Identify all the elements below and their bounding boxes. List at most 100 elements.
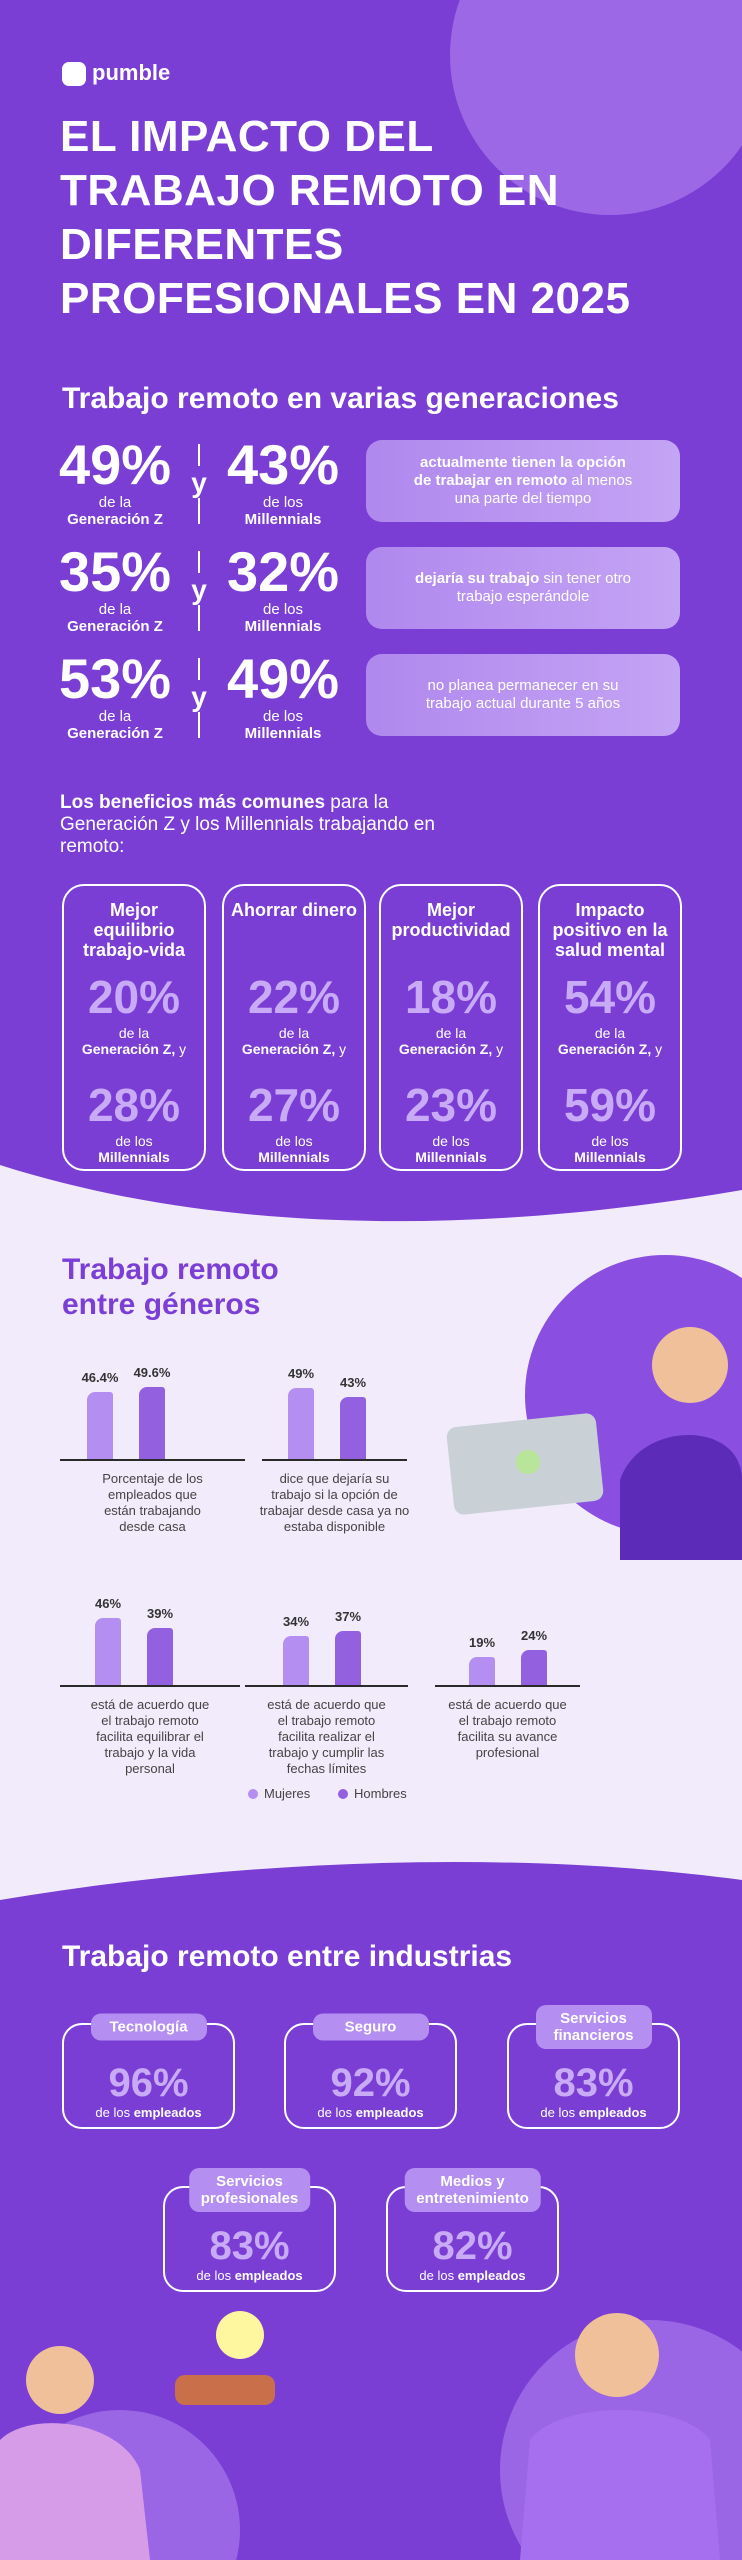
card-pre: de los (115, 1133, 153, 1149)
caption-line: está de acuerdo que (90, 1697, 210, 1712)
baseline (262, 1459, 407, 1461)
benefit-card: Impacto positivo en la salud mental 54% de… (538, 884, 682, 1171)
note-text: no planea permanecer en su trabajo actua… (413, 677, 633, 713)
sub-label: empleados (234, 2268, 303, 2283)
bar (521, 1650, 547, 1685)
bar-label: 34% (282, 1613, 310, 1629)
stat-number: 49% (226, 647, 340, 710)
legend-label: Hombres (354, 1786, 407, 1801)
text-segment: Los beneficios más comunes (60, 792, 326, 813)
industry-sub: de los empleados (286, 2105, 455, 2120)
bar (95, 1618, 121, 1685)
card-label: Millennials (258, 1149, 330, 1165)
brand-name: pumble (92, 60, 171, 85)
note-pill: actualmente tienen la opción de trabajar… (366, 440, 680, 522)
person-head (26, 2346, 94, 2414)
label-joiner: y (655, 1041, 663, 1057)
tag-line: Medios y (440, 2173, 505, 2190)
stat-pre: de los (262, 494, 304, 511)
caption-line: personal (125, 1761, 175, 1776)
card-title: Mejor productividad (391, 900, 511, 940)
stat-pre: de la (98, 601, 132, 618)
card-pre: de la (118, 1025, 150, 1041)
note-pill: no planea permanecer en su trabajo actua… (366, 654, 680, 736)
tray (175, 2375, 275, 2405)
industry-tag: Medios y entretenimiento (404, 2168, 541, 2212)
caption-line: estaba disponible (283, 1519, 386, 1534)
bar (139, 1387, 165, 1459)
person-head (652, 1327, 728, 1403)
industry-sub: de los empleados (388, 2268, 557, 2283)
section-title: Trabajo remoto (62, 1253, 279, 1286)
stat-label: Millennials (244, 618, 322, 635)
laptop-logo (516, 1450, 540, 1474)
benefits-intro: Los beneficios más comunes para la Gener… (60, 792, 460, 858)
caption-line: están trabajando (104, 1503, 201, 1518)
note-text: actualmente tienen la opción de trabajar… (413, 454, 633, 508)
card-pre: de la (278, 1025, 310, 1041)
person-body (0, 2423, 150, 2560)
card-number: 20% (87, 971, 181, 1023)
bar-label: 37% (334, 1609, 362, 1625)
label-bold: Generación Z, (81, 1041, 176, 1057)
brand-logo (62, 62, 86, 86)
stat-number: 32% (226, 540, 340, 603)
industry-value: 83% (553, 2061, 634, 2105)
sub-label: empleados (578, 2105, 647, 2120)
stat-number: 43% (226, 433, 340, 496)
benefit-card: Ahorrar dinero 22% de la 27% de los Generació… (222, 884, 366, 1171)
industry-card: Servicios profesionales 83% de los empleado… (163, 2168, 336, 2292)
caption-line: trabajo y cumplir las (268, 1745, 385, 1760)
industry-value: 96% (108, 2061, 189, 2105)
caption-line: trabajo si la opción de (271, 1487, 398, 1502)
joiner: y (191, 574, 207, 605)
sub-pre: de los (317, 2105, 353, 2120)
caption-line: trabajo y la vida (104, 1745, 196, 1760)
industry-card: Servicios financieros 83% de los empleados (507, 2005, 680, 2129)
caption-line: facilita equilibrar el (96, 1729, 204, 1744)
card-label: Generación Z, y (224, 1041, 364, 1057)
industry-sub: de los empleados (64, 2105, 233, 2120)
tag-line: Tecnología (109, 2018, 188, 2036)
stat-pre: de la (98, 708, 132, 725)
bar-label: 19% (468, 1635, 496, 1651)
industry-card: Tecnología 96% de los empleados (62, 2013, 235, 2129)
stat-pre: de los (262, 601, 304, 618)
bar (147, 1628, 173, 1685)
industry-tag: Seguro (312, 2013, 429, 2041)
sub-label: empleados (133, 2105, 202, 2120)
text-segment: no planea permanecer en su trabajo actua… (425, 677, 621, 712)
caption-line: Porcentaje de los (102, 1471, 203, 1486)
card-label: Millennials (98, 1149, 170, 1165)
bar (283, 1635, 309, 1685)
stat-pre: de los (262, 708, 304, 725)
industry-card: Seguro 92% de los empleados (284, 2013, 457, 2129)
sub-pre: de los (95, 2105, 131, 2120)
caption-line: el trabajo remoto (277, 1713, 376, 1728)
divider (198, 498, 200, 524)
lightbulb (216, 2311, 264, 2359)
baseline (245, 1685, 408, 1687)
caption-line: trabajar desde casa ya no (259, 1503, 410, 1518)
bar-label: 39% (146, 1606, 174, 1622)
divider (198, 551, 200, 573)
card-number: 27% (247, 1079, 341, 1131)
note-pill: dejaría su trabajo sin tener otro trabaj… (366, 547, 680, 629)
industry-sub: de los empleados (165, 2268, 334, 2283)
card-pre: de la (435, 1025, 467, 1041)
card-pre: de la (594, 1025, 626, 1041)
industry-value: 92% (330, 2061, 411, 2105)
card-number: 54% (563, 971, 657, 1023)
industry-tag: Servicios financieros (535, 2005, 652, 2049)
bar (288, 1387, 314, 1459)
sub-pre: de los (419, 2268, 455, 2283)
title-line: DIFERENTES (60, 220, 344, 269)
stat-number: 35% (58, 540, 172, 603)
bar-label: 49.6% (133, 1365, 171, 1381)
person-head (575, 2313, 659, 2397)
text-segment: actualmente tienen la opción de trabajar… (413, 454, 626, 489)
legend-swatch (248, 1789, 258, 1799)
industry-card: Medios y entretenimiento 82% de los emplead… (386, 2168, 559, 2292)
joiner: y (191, 681, 207, 712)
